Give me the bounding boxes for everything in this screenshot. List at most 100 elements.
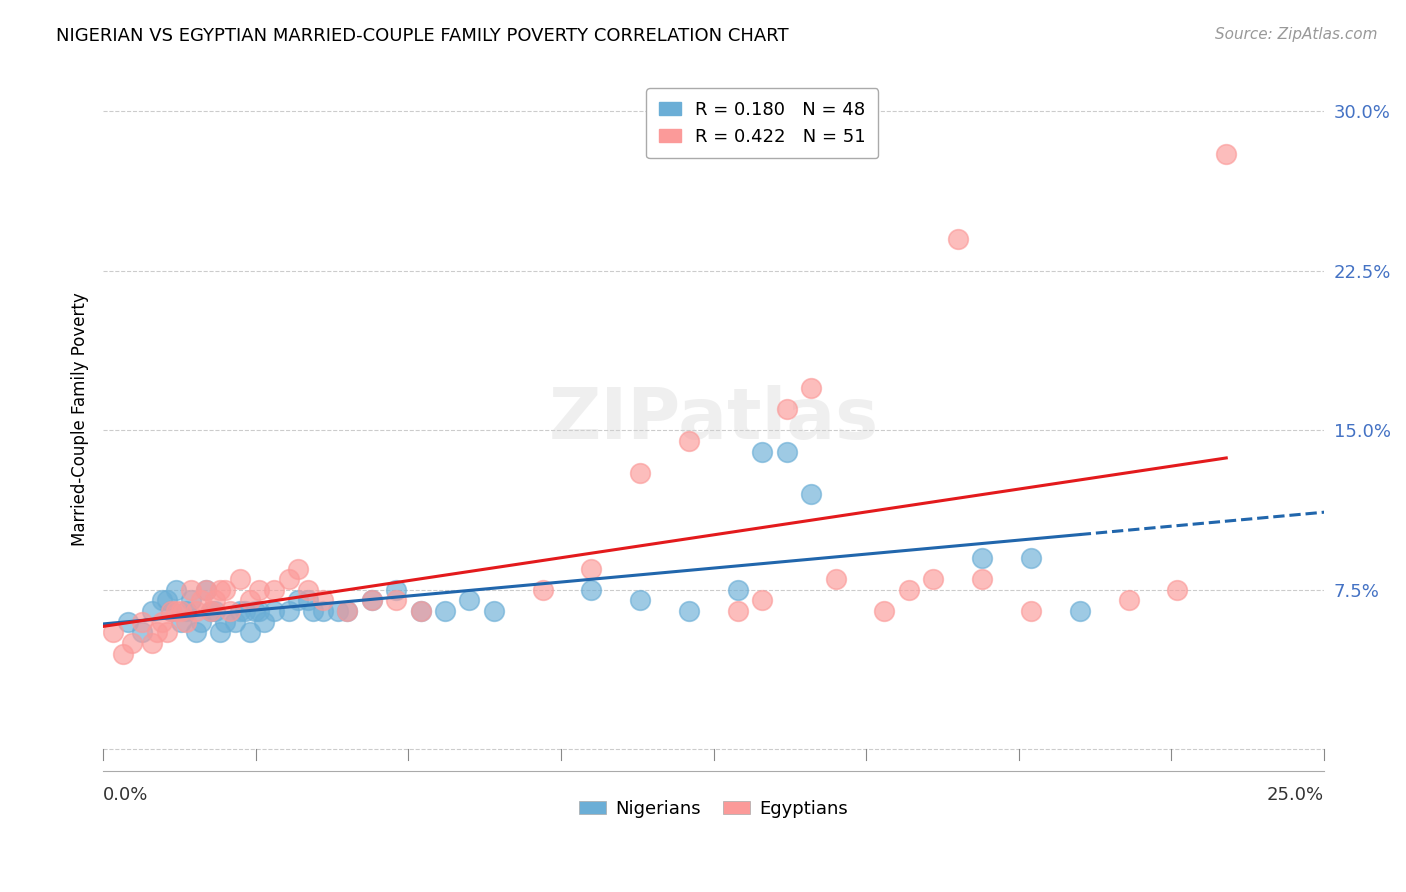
Point: [409, 604, 432, 618]
Point: [184, 625, 207, 640]
Point: [146, 625, 169, 640]
Point: [1069, 604, 1091, 618]
Point: [194, 582, 217, 597]
Point: [155, 593, 177, 607]
Point: [150, 615, 173, 629]
Point: [209, 582, 232, 597]
Point: [409, 604, 432, 618]
Point: [224, 615, 246, 629]
Point: [385, 593, 408, 607]
Point: [214, 615, 236, 629]
Point: [233, 604, 256, 618]
Text: ZIPatlas: ZIPatlas: [548, 385, 879, 454]
Point: [214, 582, 236, 597]
Point: [946, 232, 969, 246]
Point: [751, 593, 773, 607]
Point: [751, 444, 773, 458]
Point: [174, 615, 197, 629]
Point: [277, 572, 299, 586]
Point: [160, 604, 183, 618]
Point: [897, 582, 920, 597]
Point: [180, 582, 202, 597]
Point: [229, 604, 252, 618]
Point: [141, 604, 163, 618]
Point: [165, 582, 187, 597]
Point: [776, 444, 799, 458]
Point: [727, 582, 749, 597]
Point: [239, 593, 262, 607]
Text: NIGERIAN VS EGYPTIAN MARRIED-COUPLE FAMILY POVERTY CORRELATION CHART: NIGERIAN VS EGYPTIAN MARRIED-COUPLE FAMI…: [56, 27, 789, 45]
Legend: Nigerians, Egyptians: Nigerians, Egyptians: [572, 792, 855, 825]
Point: [165, 604, 187, 618]
Point: [243, 604, 266, 618]
Point: [727, 604, 749, 618]
Point: [263, 582, 285, 597]
Point: [922, 572, 945, 586]
Point: [1118, 593, 1140, 607]
Point: [204, 593, 226, 607]
Point: [247, 582, 270, 597]
Point: [312, 604, 335, 618]
Point: [800, 381, 823, 395]
Point: [209, 625, 232, 640]
Text: Source: ZipAtlas.com: Source: ZipAtlas.com: [1215, 27, 1378, 42]
Point: [194, 582, 217, 597]
Point: [200, 604, 222, 618]
Point: [970, 572, 993, 586]
Point: [190, 593, 212, 607]
Point: [302, 604, 325, 618]
Y-axis label: Married-Couple Family Poverty: Married-Couple Family Poverty: [72, 293, 89, 547]
Point: [117, 615, 139, 629]
Point: [131, 615, 153, 629]
Point: [180, 593, 202, 607]
Point: [1215, 146, 1237, 161]
Point: [131, 625, 153, 640]
Point: [190, 615, 212, 629]
Point: [385, 582, 408, 597]
Point: [824, 572, 846, 586]
Point: [170, 615, 193, 629]
Point: [101, 625, 124, 640]
Point: [581, 582, 603, 597]
Point: [111, 647, 134, 661]
Text: 0.0%: 0.0%: [103, 786, 149, 804]
Point: [239, 625, 262, 640]
Point: [678, 434, 700, 448]
Point: [174, 604, 197, 618]
Point: [297, 582, 319, 597]
Point: [150, 593, 173, 607]
Point: [873, 604, 896, 618]
Point: [1019, 604, 1042, 618]
Point: [360, 593, 382, 607]
Point: [970, 550, 993, 565]
Point: [776, 401, 799, 416]
Point: [1019, 550, 1042, 565]
Point: [678, 604, 700, 618]
Point: [141, 636, 163, 650]
Text: 25.0%: 25.0%: [1267, 786, 1324, 804]
Point: [155, 625, 177, 640]
Point: [160, 604, 183, 618]
Point: [326, 604, 349, 618]
Point: [458, 593, 481, 607]
Point: [531, 582, 554, 597]
Point: [287, 561, 309, 575]
Point: [628, 466, 651, 480]
Point: [482, 604, 505, 618]
Point: [121, 636, 143, 650]
Point: [247, 604, 270, 618]
Point: [219, 604, 242, 618]
Point: [287, 593, 309, 607]
Point: [336, 604, 359, 618]
Point: [360, 593, 382, 607]
Point: [336, 604, 359, 618]
Point: [204, 604, 226, 618]
Point: [200, 604, 222, 618]
Point: [170, 604, 193, 618]
Point: [581, 561, 603, 575]
Point: [253, 615, 276, 629]
Point: [263, 604, 285, 618]
Point: [312, 593, 335, 607]
Point: [277, 604, 299, 618]
Point: [184, 604, 207, 618]
